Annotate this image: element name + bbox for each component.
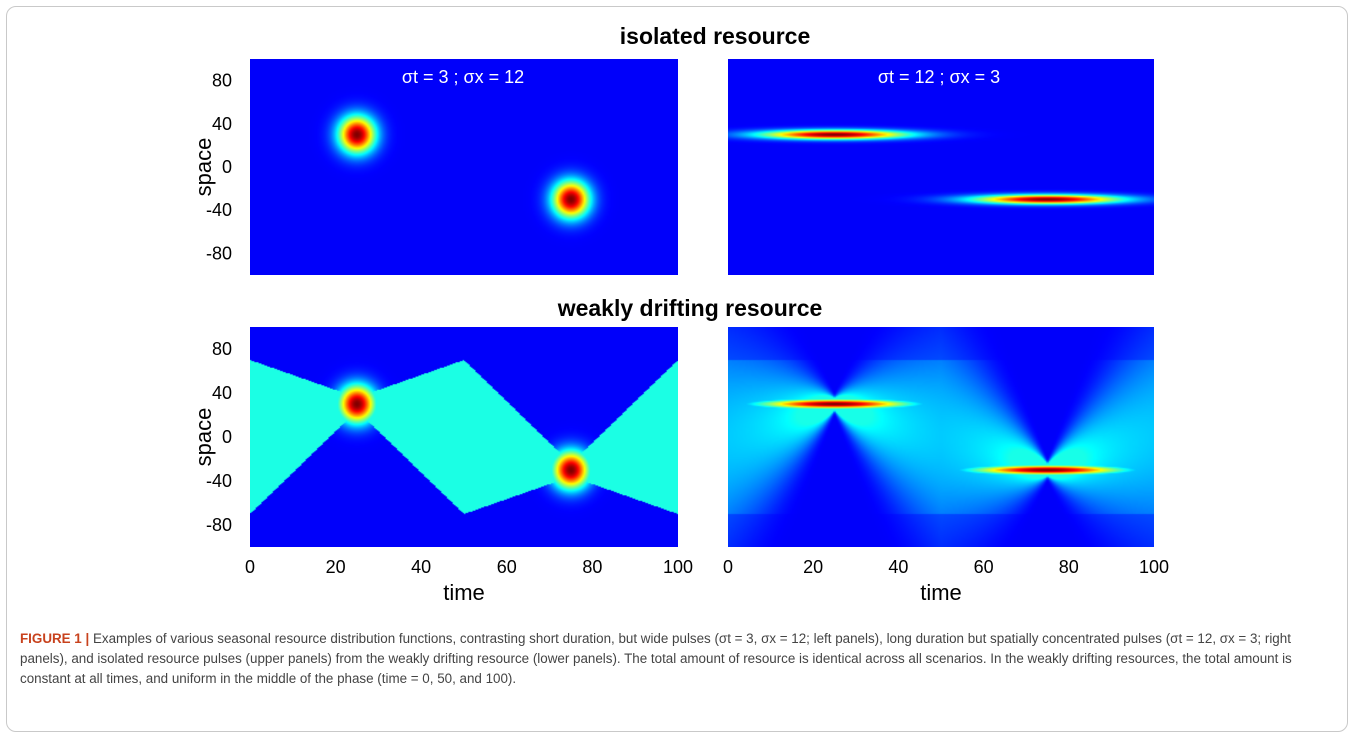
x-tick-label-left: 100 [663, 557, 693, 577]
figure-plot-area: isolated resource weakly drifting resour… [191, 23, 1169, 605]
y-tick-label-top: -80 [206, 243, 232, 263]
y-axis-label-top: space [191, 138, 216, 197]
panel-label-left: σt = 3 ; σx = 12 [402, 67, 524, 87]
heatmap-isolated-long-narrow [728, 59, 1154, 275]
x-tick-label-left: 20 [326, 557, 346, 577]
heatmap-drifting-long-narrow [728, 327, 1154, 547]
x-tick-label-left: 60 [497, 557, 517, 577]
panel-isolated-right: σt = 12 ; σx = 3 [728, 59, 1154, 275]
heatmap-drifting-short-wide [250, 327, 678, 547]
row-title-isolated: isolated resource [620, 23, 810, 49]
caption-text: Examples of various seasonal resource di… [20, 631, 1292, 686]
y-tick-label-top: 40 [212, 114, 232, 134]
x-tick-label-left: 40 [411, 557, 431, 577]
heatmap-isolated-short-wide [250, 59, 678, 275]
y-tick-label-top: -40 [206, 200, 232, 220]
y-tick-label-bottom: 80 [212, 339, 232, 359]
x-tick-label-right: 60 [974, 557, 994, 577]
y-tick-label-bottom: 40 [212, 383, 232, 403]
caption-label: FIGURE 1 | [20, 631, 90, 646]
x-tick-label-right: 20 [803, 557, 823, 577]
x-axis-label-right: time [920, 580, 962, 605]
y-tick-label-bottom: -80 [206, 515, 232, 535]
y-tick-label-bottom: 0 [222, 427, 232, 447]
x-tick-label-right: 100 [1139, 557, 1169, 577]
panel-drifting-left [250, 327, 678, 547]
x-tick-label-right: 80 [1059, 557, 1079, 577]
x-axis-label-left: time [443, 580, 485, 605]
x-tick-label-left: 0 [245, 557, 255, 577]
y-axis-label-bottom: space [191, 408, 216, 467]
panel-drifting-right [728, 327, 1154, 547]
panel-label-right: σt = 12 ; σx = 3 [878, 67, 1000, 87]
y-tick-label-top: 80 [212, 71, 232, 91]
panel-isolated-left: σt = 3 ; σx = 12 [250, 59, 678, 275]
x-tick-label-right: 40 [888, 557, 908, 577]
figure-caption: FIGURE 1 | Examples of various seasonal … [20, 629, 1340, 689]
x-tick-label-left: 80 [582, 557, 602, 577]
x-tick-label-right: 0 [723, 557, 733, 577]
y-tick-label-top: 0 [222, 157, 232, 177]
y-tick-label-bottom: -40 [206, 471, 232, 491]
row-title-drifting: weakly drifting resource [557, 295, 823, 321]
